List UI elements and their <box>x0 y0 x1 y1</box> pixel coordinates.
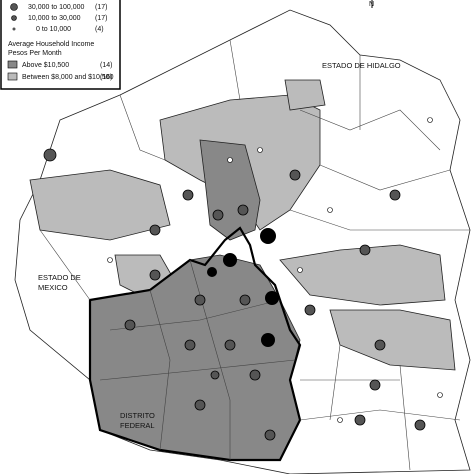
legend-count: (4) <box>95 26 104 33</box>
state-label: FEDERAL <box>120 421 155 430</box>
state-label: ESTADO DE HIDALGO <box>322 61 401 70</box>
state-label: MEXICO <box>38 283 68 292</box>
municipal-borders <box>39 39 470 471</box>
legend-symbol <box>12 27 16 31</box>
legend-swatch <box>7 72 18 81</box>
region-light <box>284 79 326 111</box>
legend-count: (16) <box>100 74 112 81</box>
legend-symbol <box>10 3 18 11</box>
legend-range: 0 to 10,000 <box>36 26 71 33</box>
legend-count: (17) <box>95 4 107 11</box>
north-label: N <box>369 1 374 8</box>
legend-title: Average Household Income <box>8 41 94 48</box>
legend-count: (17) <box>95 15 107 22</box>
small-circles <box>107 117 443 423</box>
legend-subtitle: Pesos Per Month <box>8 50 62 57</box>
legend-label: Above $10,500 <box>22 62 69 69</box>
legend-range: 30,000 to 100,000 <box>28 4 85 11</box>
legend-range: 10,000 to 30,000 <box>28 15 81 22</box>
legend-box <box>0 0 121 90</box>
legend-label: Between $8,000 and $10,500 <box>22 74 114 81</box>
legend-symbol <box>11 15 17 21</box>
population-circles <box>43 148 426 441</box>
state-label: ESTADO DE <box>38 273 81 282</box>
legend-swatch <box>7 60 18 69</box>
state-label: DISTRITO <box>120 411 155 420</box>
large-circles <box>207 228 279 347</box>
legend-count: (14) <box>100 62 112 69</box>
region-light <box>279 244 446 306</box>
